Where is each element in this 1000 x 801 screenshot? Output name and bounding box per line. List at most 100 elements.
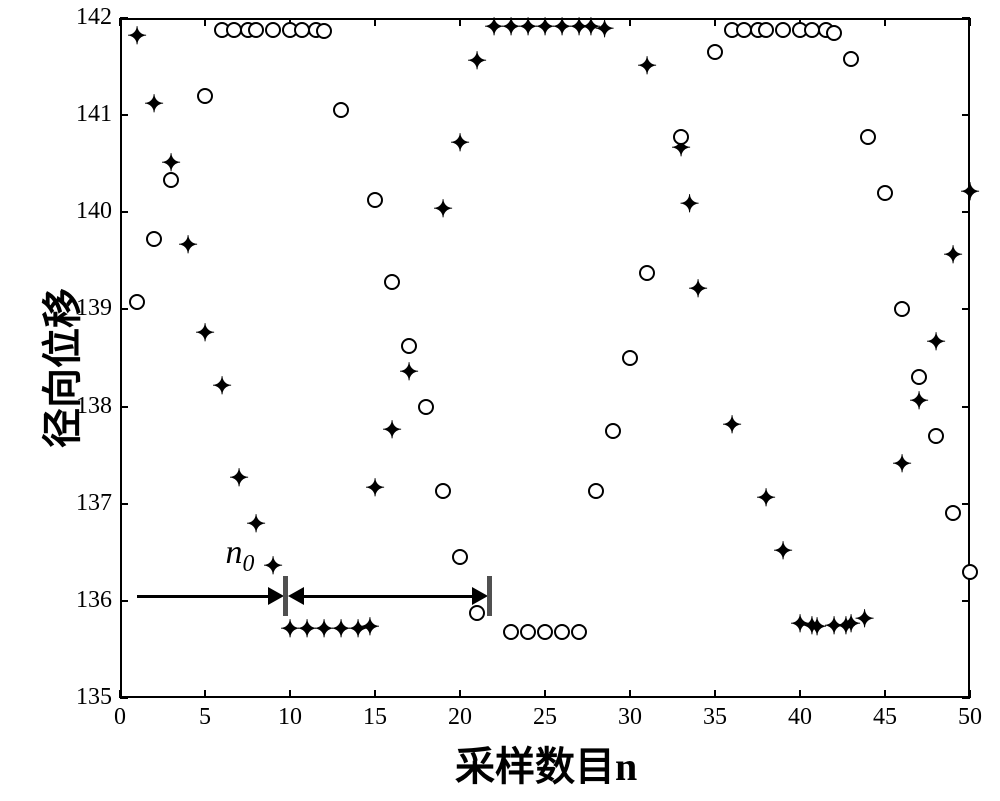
x-tick-label: 15 — [357, 704, 393, 731]
data-point-circle — [775, 22, 791, 38]
data-point-star: ✦ — [360, 616, 380, 640]
data-point-star: ✦ — [263, 555, 283, 579]
chart-container: 0510152025303540455013513613713813914014… — [0, 0, 1000, 801]
data-point-circle — [146, 231, 162, 247]
y-tick-mark — [120, 406, 128, 408]
data-point-circle — [911, 369, 927, 385]
y-tick-mark-right — [962, 503, 970, 505]
y-tick-label: 141 — [60, 101, 112, 128]
data-point-star: ✦ — [688, 278, 708, 302]
y-tick-label: 136 — [60, 587, 112, 614]
data-point-circle — [537, 624, 553, 640]
y-tick-mark-right — [962, 114, 970, 116]
x-tick-label: 5 — [187, 704, 223, 731]
data-point-circle — [197, 88, 213, 104]
x-tick-mark — [544, 690, 546, 698]
data-point-circle — [469, 605, 485, 621]
arrow-line — [137, 595, 272, 598]
data-point-circle — [571, 624, 587, 640]
y-tick-mark — [120, 503, 128, 505]
annotation-vbar — [283, 576, 288, 616]
data-point-star: ✦ — [637, 55, 657, 79]
data-point-star: ✦ — [467, 50, 487, 74]
data-point-star: ✦ — [144, 93, 164, 117]
y-tick-mark-right — [962, 17, 970, 19]
data-point-star: ✦ — [855, 608, 875, 632]
arrow-head-right — [472, 587, 488, 605]
data-point-circle — [707, 44, 723, 60]
y-tick-label: 142 — [60, 4, 112, 31]
y-tick-mark — [120, 697, 128, 699]
data-point-circle — [333, 102, 349, 118]
y-tick-label: 137 — [60, 490, 112, 517]
data-point-circle — [605, 423, 621, 439]
data-point-star: ✦ — [960, 181, 980, 205]
x-tick-label: 50 — [952, 704, 988, 731]
x-tick-mark-top — [204, 18, 206, 26]
x-tick-label: 35 — [697, 704, 733, 731]
x-tick-label: 45 — [867, 704, 903, 731]
x-tick-mark-top — [459, 18, 461, 26]
data-point-star: ✦ — [773, 540, 793, 564]
data-point-circle — [418, 399, 434, 415]
y-tick-mark-right — [962, 211, 970, 213]
data-point-circle — [928, 428, 944, 444]
data-point-circle — [248, 22, 264, 38]
y-axis-label: 径向位移 — [30, 288, 88, 448]
data-point-star: ✦ — [399, 361, 419, 385]
data-point-star: ✦ — [594, 18, 614, 42]
data-point-circle — [843, 51, 859, 67]
arrow-head-right — [268, 587, 284, 605]
data-point-star: ✦ — [365, 477, 385, 501]
annotation-vbar — [487, 576, 492, 616]
y-tick-mark — [120, 600, 128, 602]
data-point-circle — [503, 624, 519, 640]
data-point-star: ✦ — [127, 25, 147, 49]
data-point-star: ✦ — [382, 419, 402, 443]
data-point-star: ✦ — [178, 234, 198, 258]
data-point-circle — [163, 172, 179, 188]
x-axis-label: 采样数目n — [455, 734, 637, 792]
data-point-star: ✦ — [909, 390, 929, 414]
data-point-circle — [401, 338, 417, 354]
arrow-head-left — [288, 587, 304, 605]
x-tick-mark-top — [119, 18, 121, 26]
y-tick-mark-right — [962, 697, 970, 699]
x-tick-label: 20 — [442, 704, 478, 731]
x-tick-mark — [799, 690, 801, 698]
data-point-circle — [316, 23, 332, 39]
y-tick-label: 140 — [60, 198, 112, 225]
x-tick-mark-top — [969, 18, 971, 26]
data-point-star: ✦ — [756, 487, 776, 511]
x-tick-mark — [204, 690, 206, 698]
data-point-star: ✦ — [433, 198, 453, 222]
data-point-circle — [367, 192, 383, 208]
x-tick-mark — [459, 690, 461, 698]
data-point-circle — [673, 129, 689, 145]
y-tick-mark — [120, 17, 128, 19]
data-point-circle — [639, 265, 655, 281]
x-tick-mark-top — [884, 18, 886, 26]
y-tick-mark — [120, 114, 128, 116]
data-point-star: ✦ — [892, 453, 912, 477]
x-tick-mark — [629, 690, 631, 698]
data-point-circle — [860, 129, 876, 145]
data-point-circle — [452, 549, 468, 565]
x-tick-label: 30 — [612, 704, 648, 731]
data-point-circle — [129, 294, 145, 310]
x-tick-label: 40 — [782, 704, 818, 731]
y-tick-label: 135 — [60, 684, 112, 711]
y-tick-mark-right — [962, 600, 970, 602]
x-tick-mark — [884, 690, 886, 698]
y-tick-mark — [120, 308, 128, 310]
x-tick-mark-top — [714, 18, 716, 26]
data-point-star: ✦ — [229, 467, 249, 491]
data-point-star: ✦ — [212, 375, 232, 399]
data-point-circle — [894, 301, 910, 317]
data-point-circle — [622, 350, 638, 366]
n0-label: n0 — [226, 534, 255, 578]
x-tick-label: 10 — [272, 704, 308, 731]
x-tick-label: 25 — [527, 704, 563, 731]
data-point-circle — [758, 22, 774, 38]
x-tick-mark — [374, 690, 376, 698]
